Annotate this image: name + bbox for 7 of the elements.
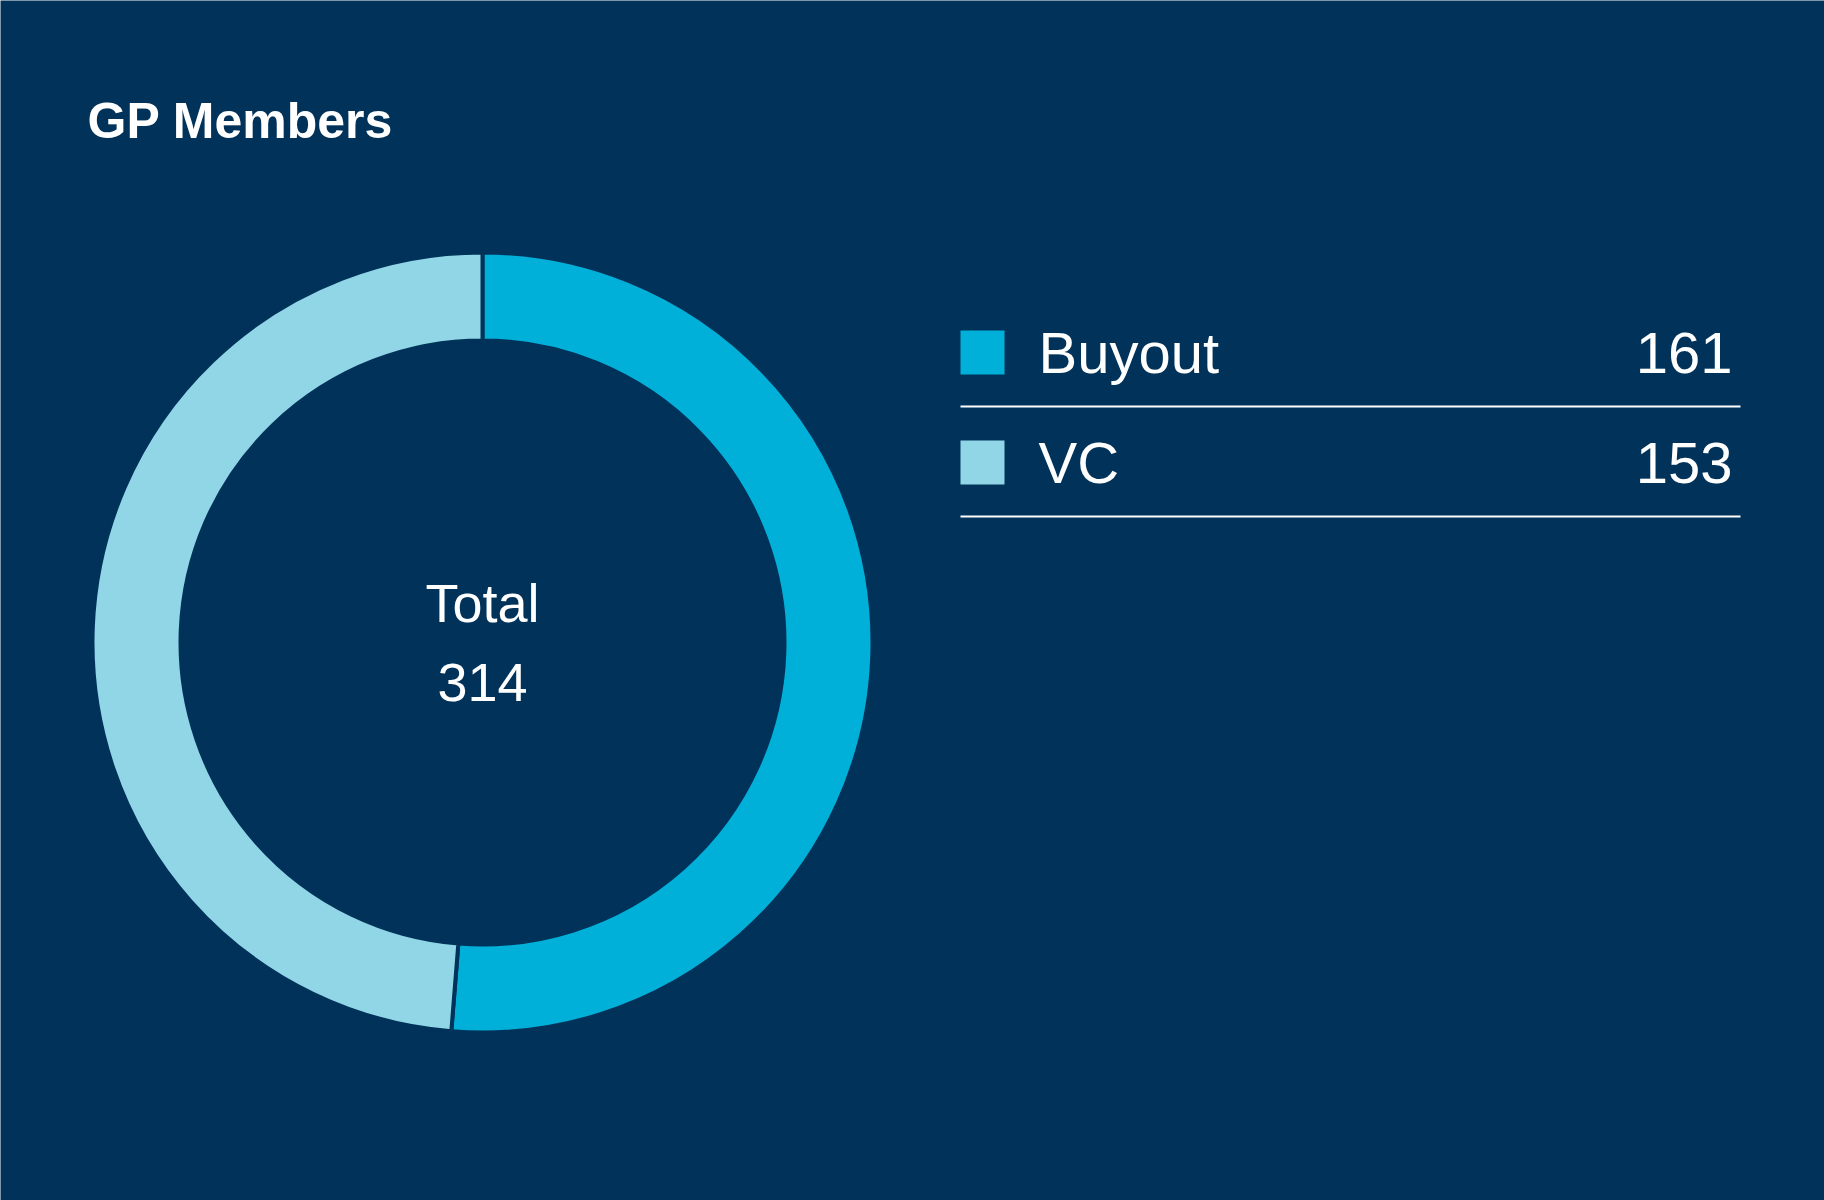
legend-label: VC [1038, 430, 1120, 495]
text: 314 [437, 652, 528, 712]
chart-title: GP Members [87, 92, 393, 149]
data-label: 153 [1635, 429, 1733, 495]
legend-label: Buyout [1038, 320, 1220, 385]
text: Total [425, 572, 540, 633]
data-label: 161 [1635, 319, 1733, 385]
